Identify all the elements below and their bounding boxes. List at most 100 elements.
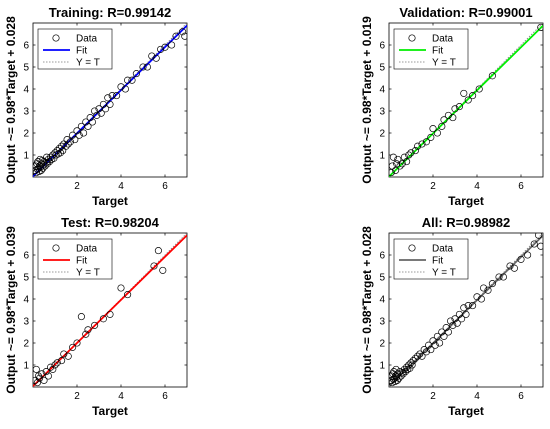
data-point	[82, 330, 90, 338]
y-tick-label: 3	[379, 317, 385, 328]
data-point	[422, 348, 430, 356]
data-point	[405, 361, 413, 369]
data-point	[148, 52, 156, 60]
data-point	[121, 85, 129, 93]
data-point	[510, 264, 518, 272]
data-point	[499, 273, 507, 281]
data-point	[411, 354, 419, 362]
data-point	[73, 127, 81, 135]
legend-data-marker	[52, 34, 60, 42]
data-point	[152, 54, 160, 62]
data-point	[97, 109, 105, 117]
data-point	[462, 310, 470, 318]
data-point	[484, 286, 492, 294]
data-point	[106, 100, 114, 108]
y-tick-label: 5	[23, 273, 29, 284]
panel-4: 2 4 6 1 2 3 4 5 6 All: R=0.98982 Target Output ~= 0…	[360, 215, 544, 418]
legend-label: Data	[76, 244, 98, 255]
data-point	[414, 142, 422, 150]
data-point	[427, 133, 435, 141]
y-tick-label: 5	[379, 273, 385, 284]
x-tick-label: 6	[518, 391, 524, 402]
data-point	[33, 365, 40, 373]
data-point	[49, 365, 57, 373]
panel-1: 2 4 6 1 2 3 4 5 6 Training: R=0.99142 Target Output…	[4, 5, 188, 208]
data-point	[64, 140, 72, 148]
legend-box	[37, 238, 113, 280]
data-point	[453, 319, 461, 327]
data-point	[124, 291, 132, 299]
data-point	[157, 45, 165, 53]
data-point	[66, 138, 74, 146]
data-point	[38, 370, 46, 378]
data-point	[56, 149, 65, 157]
data-point	[150, 262, 158, 270]
x-tick-label: 4	[474, 391, 480, 402]
y-tick-label: 6	[379, 41, 385, 52]
data-point	[77, 313, 85, 321]
legend-label: Data	[432, 34, 454, 45]
data-point	[43, 160, 51, 168]
data-point	[154, 247, 162, 255]
plot-marks	[33, 233, 187, 387]
data-point	[438, 122, 446, 130]
y-tick-label: 1	[23, 151, 29, 162]
legend-label: Data	[76, 34, 98, 45]
x-tick-label: 2	[74, 391, 80, 402]
legend-label: Y = T	[432, 58, 456, 69]
data-point	[537, 242, 543, 250]
data-point	[88, 118, 96, 126]
panel-3: 2 4 6 1 2 3 4 5 6 Test: R=0.98204 Target Output ~= …	[4, 215, 188, 418]
data-point	[53, 359, 61, 367]
data-point	[464, 302, 472, 310]
data-point	[440, 332, 448, 340]
data-point	[469, 92, 477, 100]
data-point	[488, 72, 496, 80]
data-point	[44, 372, 52, 380]
data-point	[33, 379, 41, 387]
data-point	[444, 111, 452, 119]
legend-label: Y = T	[76, 268, 100, 279]
data-point	[181, 32, 187, 40]
y-tick-label: 3	[379, 107, 385, 118]
data-point	[40, 161, 48, 169]
x-axis-label: Target	[92, 194, 128, 208]
data-point	[42, 368, 50, 376]
data-point	[91, 107, 99, 115]
data-point	[99, 315, 107, 323]
y-tick-label: 2	[379, 129, 385, 140]
y-tick-label: 1	[379, 151, 385, 162]
legend-data-marker	[52, 244, 60, 252]
data-point	[398, 160, 406, 168]
data-point	[409, 357, 417, 365]
data-point	[179, 28, 187, 36]
data-point	[440, 116, 448, 124]
x-tick-label: 6	[518, 181, 524, 192]
data-point	[392, 365, 400, 373]
data-point	[168, 41, 176, 49]
y-tick-label: 1	[379, 361, 385, 372]
data-point	[429, 337, 437, 345]
panel-title: Validation: R=0.99001	[399, 5, 532, 20]
data-point	[460, 89, 468, 97]
data-point	[407, 149, 415, 157]
data-point	[431, 341, 439, 349]
data-point	[464, 96, 472, 104]
data-point	[488, 280, 496, 288]
data-point	[473, 293, 481, 301]
x-tick-label: 6	[162, 391, 168, 402]
data-point	[506, 262, 514, 270]
y-tick-label: 6	[23, 41, 29, 52]
plot-marks	[389, 233, 543, 387]
data-point	[480, 284, 488, 292]
data-point	[422, 138, 430, 146]
data-point	[414, 352, 422, 360]
data-point	[128, 76, 136, 84]
data-point	[418, 140, 426, 148]
data-point	[132, 70, 140, 78]
legend-label: Fit	[76, 46, 87, 57]
data-point	[458, 315, 466, 323]
data-point	[455, 103, 463, 111]
data-point	[444, 328, 452, 336]
